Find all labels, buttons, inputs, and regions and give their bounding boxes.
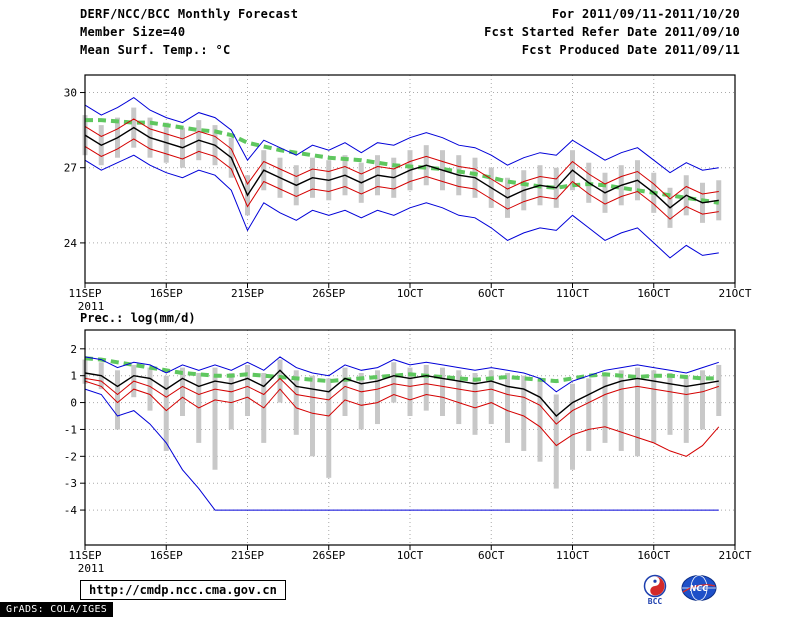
member-size-label: Member Size=40 xyxy=(80,25,186,39)
svg-text:16SEP: 16SEP xyxy=(150,549,183,562)
svg-text:21SEP: 21SEP xyxy=(231,549,264,562)
svg-text:-3: -3 xyxy=(64,477,77,490)
svg-text:2011: 2011 xyxy=(78,562,105,575)
svg-text:2: 2 xyxy=(70,343,77,356)
bcc-swirl-icon xyxy=(643,574,667,598)
page-title: DERF/NCC/BCC Monthly Forecast xyxy=(80,7,299,21)
svg-text:21OCT: 21OCT xyxy=(718,549,751,562)
agency-logos: BCC NCC xyxy=(640,574,718,606)
produced-date-label: Fcst Produced Date 2011/09/11 xyxy=(521,43,740,57)
svg-text:1: 1 xyxy=(70,370,77,383)
svg-text:1OCT: 1OCT xyxy=(397,549,424,562)
refer-date-label: Fcst Started Refer Date 2011/09/10 xyxy=(484,25,740,39)
prec-chart-title: Prec.: log(mm/d) xyxy=(80,311,196,325)
svg-text:27: 27 xyxy=(64,162,77,175)
source-url: http://cmdp.ncc.cma.gov.cn xyxy=(80,580,286,600)
forecast-period-label: For 2011/09/11-2011/10/20 xyxy=(551,7,740,21)
svg-text:21SEP: 21SEP xyxy=(231,287,264,300)
svg-text:-4: -4 xyxy=(64,504,78,517)
temperature-chart: 24 27 30 11SEP 16SEP 21SEP 26SEP 1OCT 6OCT 11OCT 1… xyxy=(64,74,752,313)
ncc-globe-icon: NCC xyxy=(681,575,717,601)
svg-text:16SEP: 16SEP xyxy=(150,287,183,300)
svg-text:21OCT: 21OCT xyxy=(718,287,751,300)
temp-chart-title: Mean Surf. Temp.: °C xyxy=(80,43,231,57)
svg-text:0: 0 xyxy=(70,397,77,410)
svg-text:16OCT: 16OCT xyxy=(637,287,670,300)
svg-text:2011: 2011 xyxy=(78,300,105,313)
svg-text:26SEP: 26SEP xyxy=(312,549,345,562)
svg-text:-1: -1 xyxy=(64,423,77,436)
svg-text:6OCT: 6OCT xyxy=(478,287,505,300)
svg-text:24: 24 xyxy=(64,237,78,250)
svg-text:16OCT: 16OCT xyxy=(637,549,670,562)
svg-text:11OCT: 11OCT xyxy=(556,549,589,562)
grads-credit: GrADS: COLA/IGES xyxy=(0,602,114,617)
svg-text:11SEP: 11SEP xyxy=(68,287,101,300)
svg-text:11OCT: 11OCT xyxy=(556,287,589,300)
svg-text:-2: -2 xyxy=(64,450,77,463)
precipitation-chart: -4 -3 -2 -1 0 1 2 11SEP 16SEP 21SEP 26SEP 1OCT 6OCT 1… xyxy=(64,329,752,575)
bcc-logo-label: BCC xyxy=(647,597,663,606)
svg-text:26SEP: 26SEP xyxy=(312,287,345,300)
svg-text:30: 30 xyxy=(64,87,77,100)
bcc-logo: BCC xyxy=(640,574,670,606)
svg-text:6OCT: 6OCT xyxy=(478,549,505,562)
svg-text:11SEP: 11SEP xyxy=(68,549,101,562)
svg-text:1OCT: 1OCT xyxy=(397,287,424,300)
svg-text:NCC: NCC xyxy=(690,584,709,593)
ncc-logo: NCC xyxy=(680,574,718,602)
